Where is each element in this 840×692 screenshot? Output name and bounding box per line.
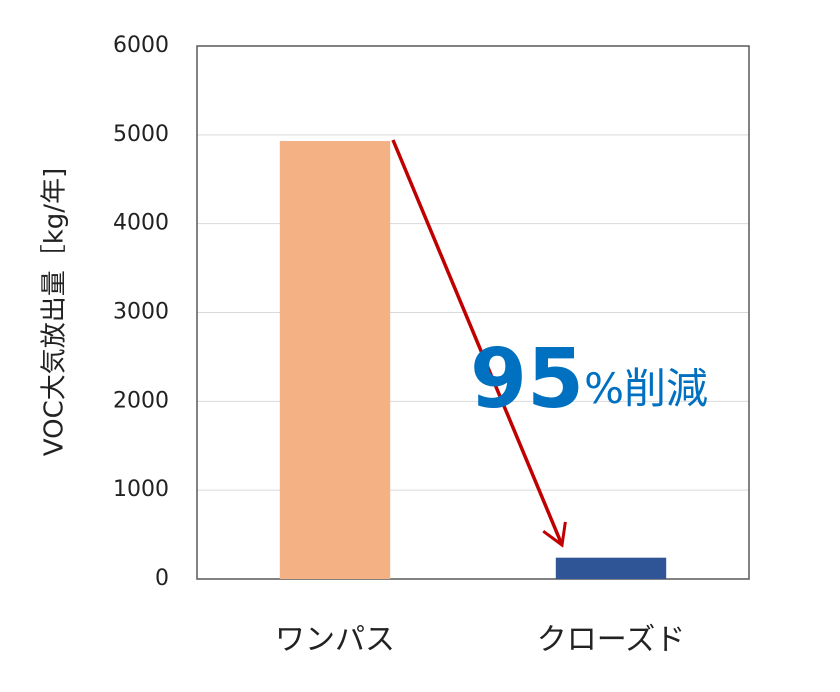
plot-frame: [196, 45, 750, 580]
annotation-text: %削減: [584, 364, 708, 413]
y-axis-label: VOC大気放出量［kg/年]: [40, 168, 70, 456]
bar: [555, 557, 667, 579]
arrow: [391, 139, 567, 548]
annotation-number: 95: [470, 332, 584, 427]
bar: [279, 141, 391, 579]
y-tick-label: 1000: [113, 477, 169, 502]
y-tick-label: 4000: [113, 211, 169, 236]
y-tick-label: 6000: [113, 33, 169, 58]
y-tick-label: 3000: [113, 300, 169, 325]
annotation: 95%削減: [470, 332, 708, 427]
y-tick-label: 2000: [113, 388, 169, 413]
y-tick-label: 5000: [113, 122, 169, 147]
x-tick-label: クローズド: [537, 623, 686, 658]
x-tick-label: ワンパス: [275, 623, 395, 658]
y-tick-label: 0: [155, 566, 169, 591]
